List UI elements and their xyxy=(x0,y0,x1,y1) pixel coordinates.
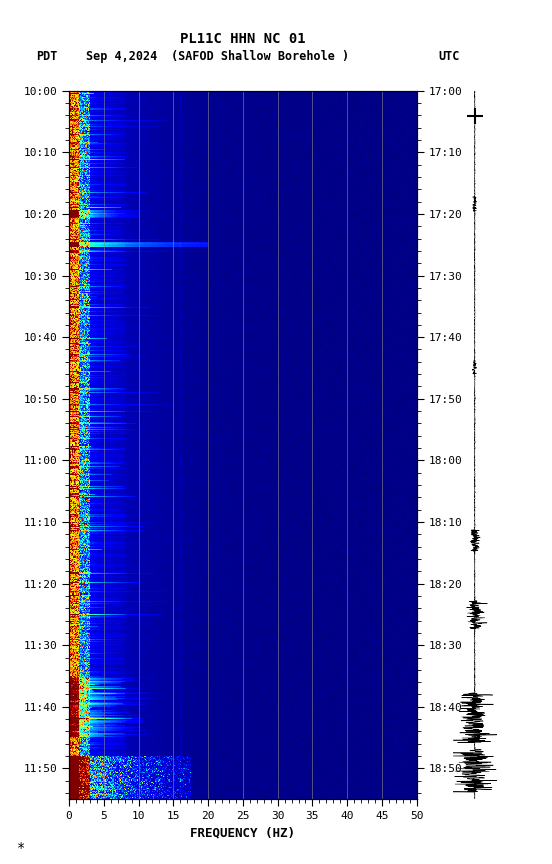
X-axis label: FREQUENCY (HZ): FREQUENCY (HZ) xyxy=(190,827,295,840)
Text: PDT: PDT xyxy=(36,49,57,63)
Text: Sep 4,2024: Sep 4,2024 xyxy=(86,49,157,63)
Text: UTC: UTC xyxy=(439,49,460,63)
Text: *: * xyxy=(17,842,25,855)
Text: (SAFOD Shallow Borehole ): (SAFOD Shallow Borehole ) xyxy=(171,49,349,63)
Text: PL11C HHN NC 01: PL11C HHN NC 01 xyxy=(180,32,306,46)
